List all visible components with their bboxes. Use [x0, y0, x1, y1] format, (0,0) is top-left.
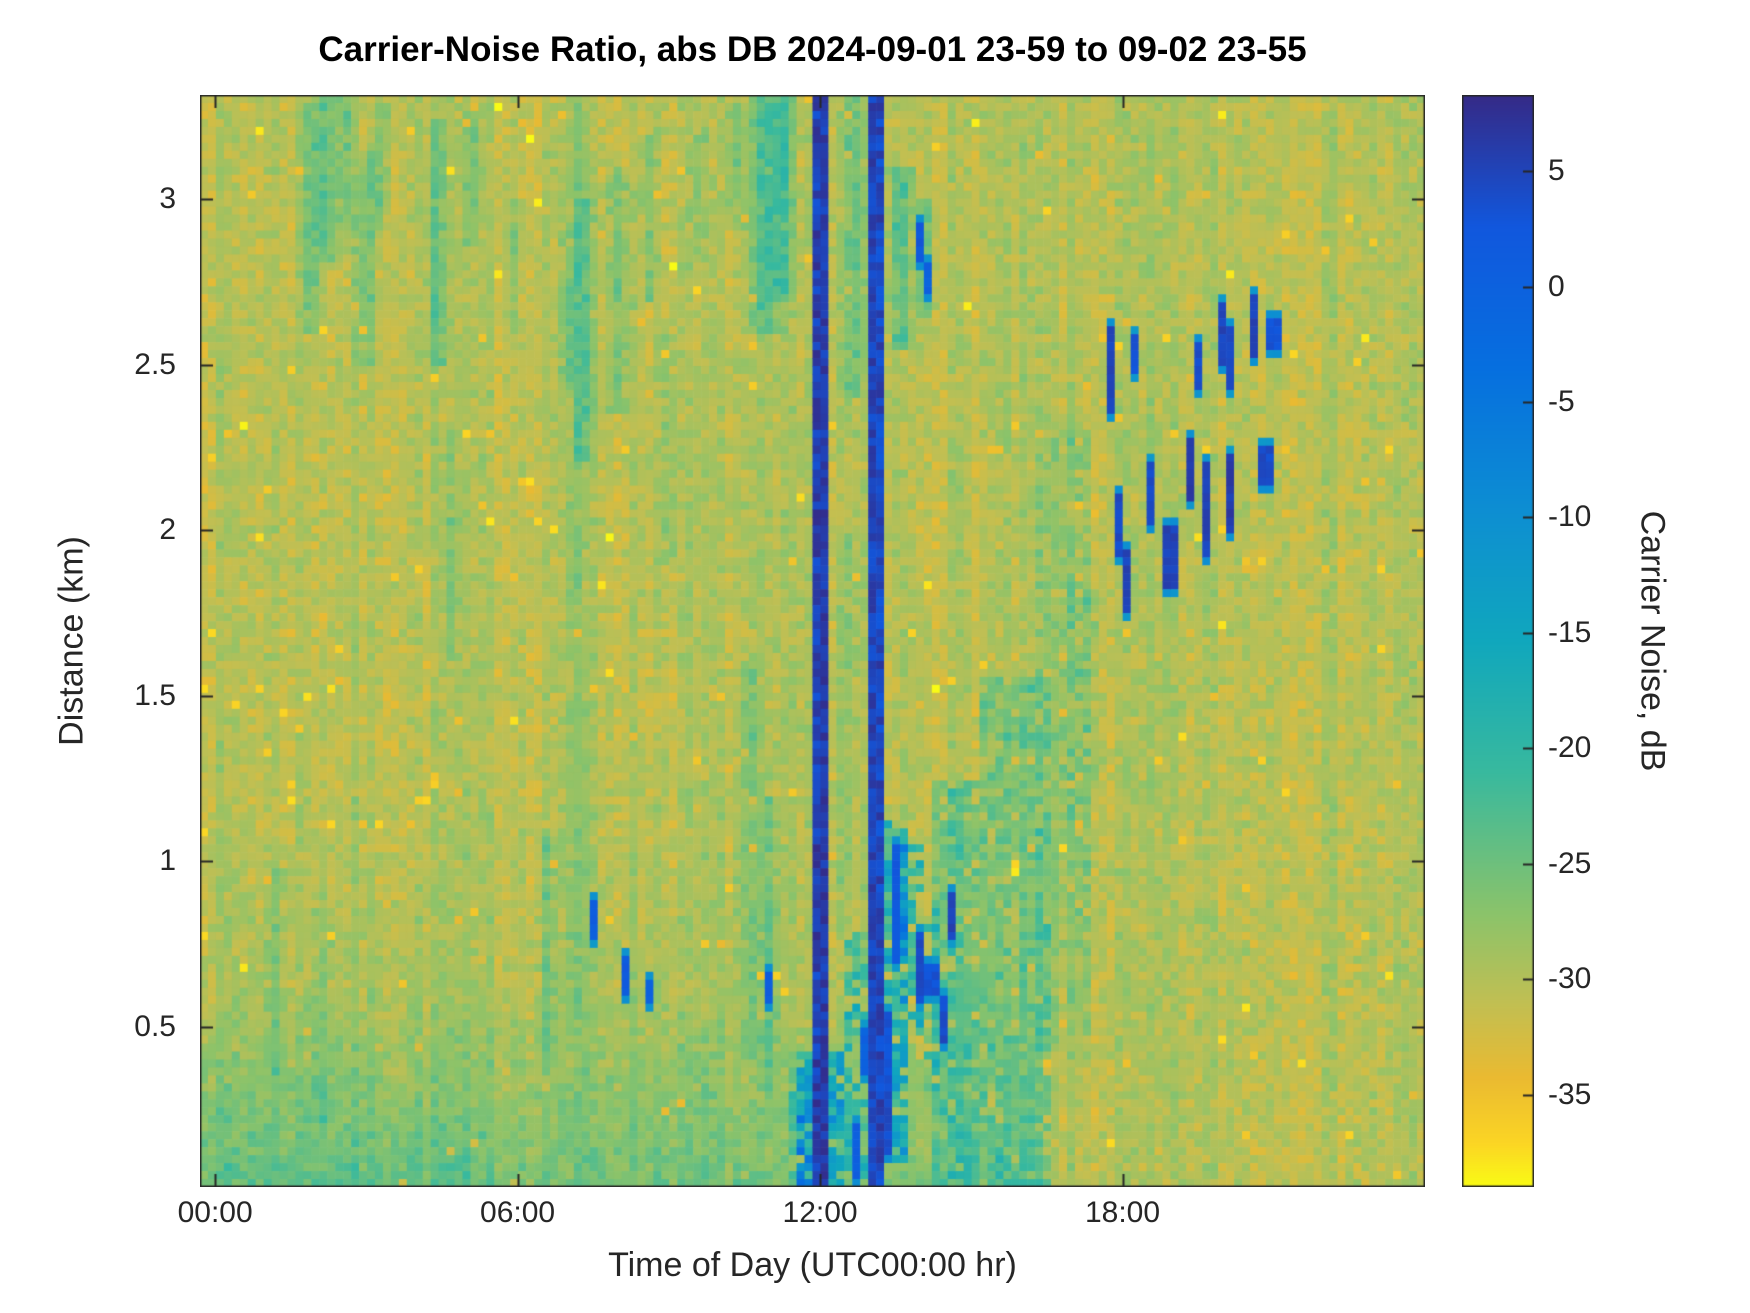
- colorbar-label: Carrier Noise, dB: [1633, 510, 1672, 772]
- colorbar-tick-label: -15: [1548, 615, 1592, 649]
- y-tick-label: 3: [159, 182, 176, 216]
- chart-title: Carrier-Noise Ratio, abs DB 2024-09-01 2…: [318, 30, 1307, 69]
- colorbar-tick-label: -25: [1548, 846, 1592, 880]
- x-tick-label: 12:00: [782, 1196, 858, 1229]
- colorbar-tick-label: 5: [1548, 154, 1565, 188]
- y-tick-label: 2: [159, 513, 176, 547]
- x-tick-label: 06:00: [480, 1196, 556, 1229]
- x-axis-tick-labels: 00:00 06:00 12:00 18:00: [178, 1196, 1425, 1236]
- x-axis-label: Time of Day (UTC00:00 hr): [608, 1246, 1017, 1284]
- heatmap-canvas: [200, 95, 1425, 1187]
- colorbar-tick-label: -10: [1548, 500, 1592, 534]
- colorbar-tick-label: 0: [1548, 269, 1565, 303]
- x-tick-label: 00:00: [177, 1196, 253, 1229]
- colorbar-tick-label: -30: [1548, 962, 1592, 996]
- colorbar-tick-label: -5: [1548, 385, 1575, 419]
- y-axis-tick-labels: 0.5 1 1.5 2 2.5 3: [0, 95, 190, 1187]
- colorbar-canvas: [1462, 95, 1534, 1187]
- colorbar: [1462, 95, 1534, 1187]
- heatmap-plot-area: [200, 95, 1425, 1187]
- y-tick-label: 0.5: [134, 1009, 176, 1043]
- colorbar-tick-label: -20: [1548, 731, 1592, 765]
- colorbar-tick-labels: 5 0 -5 -10 -15 -20 -25 -30 -35: [1548, 95, 1638, 1187]
- colorbar-tick-label: -35: [1548, 1077, 1592, 1111]
- y-tick-label: 2.5: [134, 347, 176, 381]
- y-tick-label: 1.5: [134, 678, 176, 712]
- x-tick-label: 18:00: [1084, 1196, 1161, 1229]
- y-tick-label: 1: [159, 844, 176, 878]
